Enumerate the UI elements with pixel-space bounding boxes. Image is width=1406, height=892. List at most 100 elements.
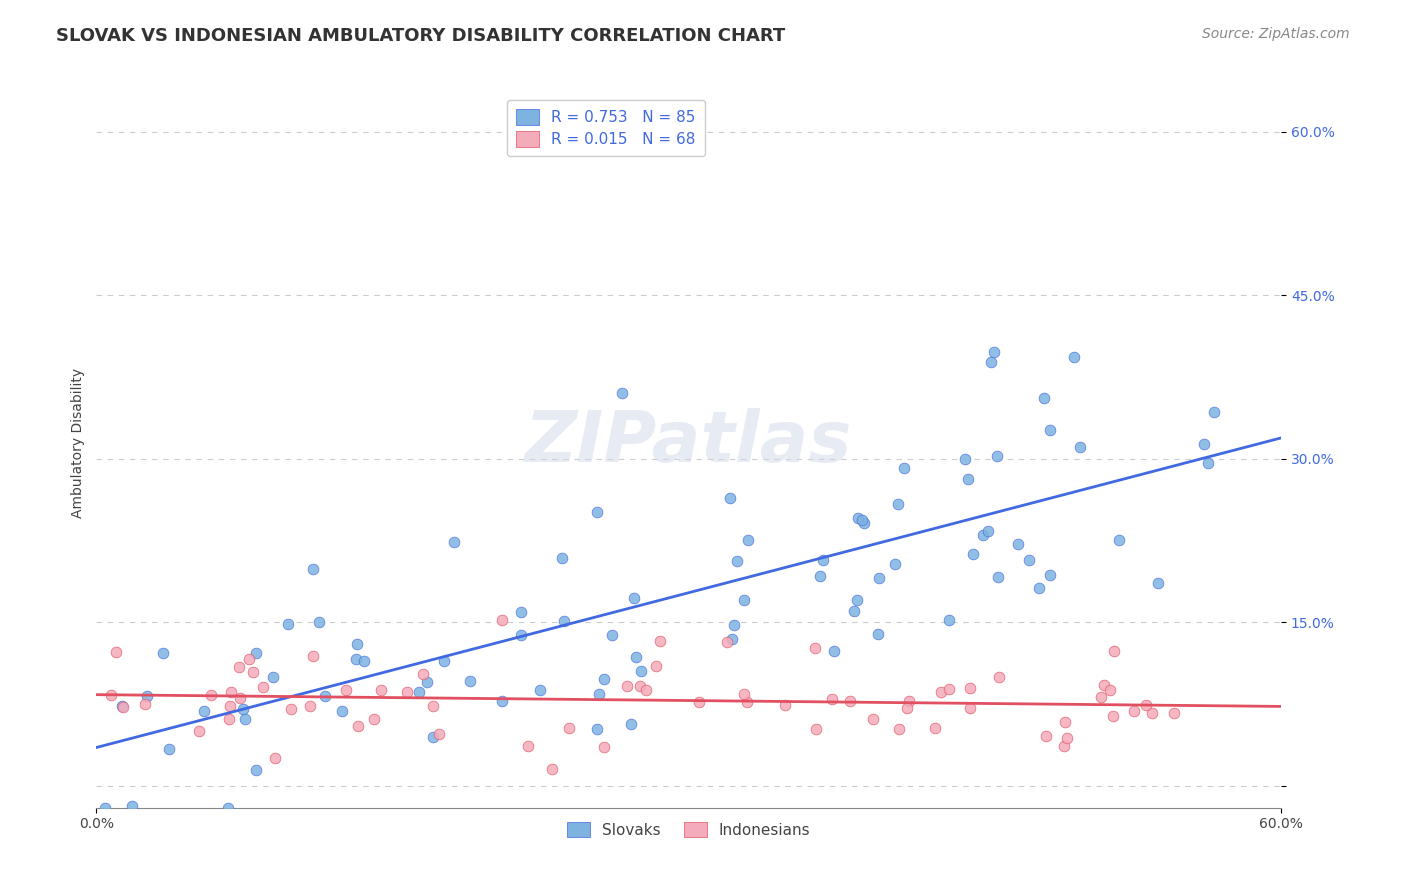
Slovaks: [1197, 456, 1219, 470]
Slovaks: [846, 592, 869, 607]
Indonesians: [347, 719, 370, 733]
Slovaks: [302, 562, 325, 576]
Indonesians: [929, 685, 952, 699]
Slovaks: [353, 654, 375, 668]
Indonesians: [264, 750, 287, 764]
Indonesians: [412, 666, 434, 681]
Indonesians: [252, 681, 274, 695]
Slovaks: [1108, 533, 1130, 547]
Slovaks: [1039, 423, 1062, 437]
Indonesians: [1092, 678, 1115, 692]
Indonesians: [422, 699, 444, 714]
Indonesians: [517, 739, 540, 754]
Slovaks: [733, 593, 755, 607]
Slovaks: [443, 534, 465, 549]
Indonesians: [540, 762, 562, 776]
Legend: Slovaks, Indonesians: Slovaks, Indonesians: [561, 815, 817, 844]
Slovaks: [193, 705, 215, 719]
Indonesians: [938, 682, 960, 697]
Slovaks: [232, 702, 254, 716]
Indonesians: [959, 681, 981, 695]
Slovaks: [852, 516, 875, 531]
Slovaks: [953, 452, 976, 467]
Indonesians: [616, 679, 638, 693]
Indonesians: [644, 659, 666, 673]
Slovaks: [593, 672, 616, 686]
Indonesians: [1035, 729, 1057, 743]
Indonesians: [429, 727, 451, 741]
Indonesians: [280, 702, 302, 716]
Slovaks: [1194, 437, 1216, 451]
Slovaks: [509, 606, 531, 620]
Indonesians: [648, 633, 671, 648]
Indonesians: [628, 679, 651, 693]
Slovaks: [1033, 391, 1056, 405]
Slovaks: [94, 801, 117, 815]
Indonesians: [887, 722, 910, 736]
Slovaks: [529, 683, 551, 698]
Slovaks: [553, 615, 575, 629]
Slovaks: [723, 618, 745, 632]
Slovaks: [1069, 440, 1091, 454]
Slovaks: [986, 449, 1008, 463]
Slovaks: [980, 355, 1002, 369]
Slovaks: [344, 652, 367, 666]
Slovaks: [884, 558, 907, 572]
Indonesians: [238, 652, 260, 666]
Slovaks: [233, 712, 256, 726]
Indonesians: [1056, 731, 1078, 746]
Slovaks: [1018, 553, 1040, 567]
Slovaks: [887, 497, 910, 511]
Indonesians: [370, 682, 392, 697]
Slovaks: [588, 687, 610, 701]
Indonesians: [302, 649, 325, 664]
Slovaks: [720, 632, 742, 646]
Indonesians: [491, 613, 513, 627]
Indonesians: [1140, 706, 1163, 721]
Indonesians: [862, 712, 884, 726]
Slovaks: [1007, 537, 1029, 551]
Slovaks: [433, 653, 456, 667]
Indonesians: [1053, 715, 1076, 730]
Indonesians: [1163, 706, 1185, 720]
Slovaks: [262, 670, 284, 684]
Slovaks: [1063, 350, 1085, 364]
Slovaks: [610, 386, 633, 401]
Indonesians: [1090, 690, 1112, 704]
Slovaks: [813, 552, 835, 566]
Indonesians: [228, 660, 250, 674]
Text: SLOVAK VS INDONESIAN AMBULATORY DISABILITY CORRELATION CHART: SLOVAK VS INDONESIAN AMBULATORY DISABILI…: [56, 27, 786, 45]
Indonesians: [1102, 709, 1125, 723]
Slovaks: [330, 704, 353, 718]
Slovaks: [972, 528, 994, 542]
Slovaks: [620, 717, 643, 731]
Slovaks: [111, 699, 134, 714]
Indonesians: [188, 724, 211, 739]
Indonesians: [593, 739, 616, 754]
Indonesians: [806, 722, 828, 736]
Slovaks: [725, 554, 748, 568]
Slovaks: [977, 524, 1000, 538]
Indonesians: [1102, 644, 1125, 658]
Indonesians: [733, 687, 755, 701]
Slovaks: [623, 591, 645, 605]
Slovaks: [217, 801, 239, 815]
Slovaks: [152, 646, 174, 660]
Slovaks: [844, 603, 866, 617]
Indonesians: [688, 694, 710, 708]
Slovaks: [1202, 405, 1225, 419]
Slovaks: [408, 684, 430, 698]
Slovaks: [314, 690, 336, 704]
Indonesians: [804, 641, 827, 656]
Slovaks: [938, 613, 960, 627]
Indonesians: [1053, 739, 1076, 753]
Slovaks: [957, 472, 980, 486]
Slovaks: [245, 646, 267, 660]
Slovaks: [851, 513, 873, 527]
Slovaks: [551, 551, 574, 566]
Slovaks: [808, 569, 831, 583]
Slovaks: [823, 643, 845, 657]
Indonesians: [896, 701, 918, 715]
Indonesians: [242, 665, 264, 679]
Text: Source: ZipAtlas.com: Source: ZipAtlas.com: [1202, 27, 1350, 41]
